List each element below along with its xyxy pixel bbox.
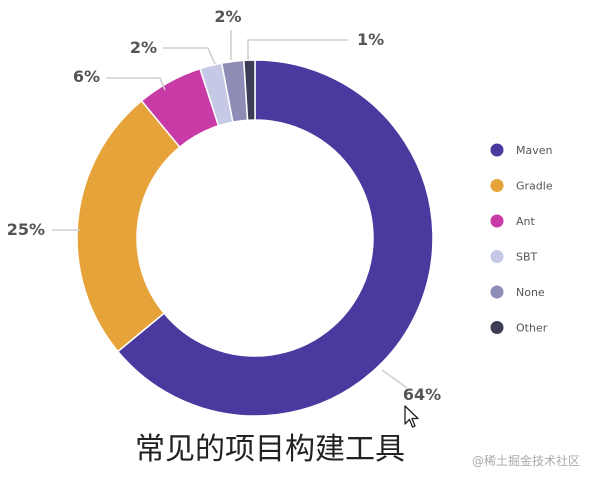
legend: Maven Gradle Ant SBT None Other [490, 143, 553, 335]
slice-other [243, 59, 256, 122]
legend-swatch-other [490, 321, 504, 334]
percent-label-none: 2% [214, 7, 241, 26]
legend-label-ant: Ant [516, 215, 535, 228]
leader-line-maven [381, 369, 408, 389]
percent-label-other: 1% [357, 30, 384, 49]
leader-lines [52, 30, 408, 389]
legend-label-other: Other [516, 322, 548, 335]
donut-slices [76, 59, 434, 417]
leader-line-ant [106, 77, 166, 91]
percent-label-maven: 64% [403, 385, 441, 404]
percent-label-gradle: 25% [7, 220, 45, 239]
legend-swatch-none [490, 285, 504, 299]
legend-label-maven: Maven [516, 144, 553, 157]
leader-line-other [247, 39, 348, 60]
legend-label-gradle: Gradle [516, 180, 553, 193]
legend-label-none: None [516, 286, 545, 299]
slice-maven [116, 59, 434, 417]
percent-label-ant: 6% [73, 67, 100, 86]
caption: 常见的项目构建工具 [135, 432, 405, 467]
slice-gradle [76, 99, 181, 353]
percent-label-sbt: 2% [130, 38, 157, 57]
percent-labels: 64% 25% 6% 2% 2% 1% [7, 7, 441, 404]
leader-line-sbt [163, 47, 216, 65]
legend-swatch-maven [490, 143, 504, 157]
mouse-pointer-icon [404, 405, 419, 428]
legend-swatch-gradle [490, 179, 504, 192]
legend-swatch-sbt [490, 250, 504, 263]
watermark: @稀土掘金技术社区 [471, 454, 580, 468]
legend-swatch-ant [490, 214, 504, 228]
legend-label-sbt: SBT [516, 251, 538, 264]
